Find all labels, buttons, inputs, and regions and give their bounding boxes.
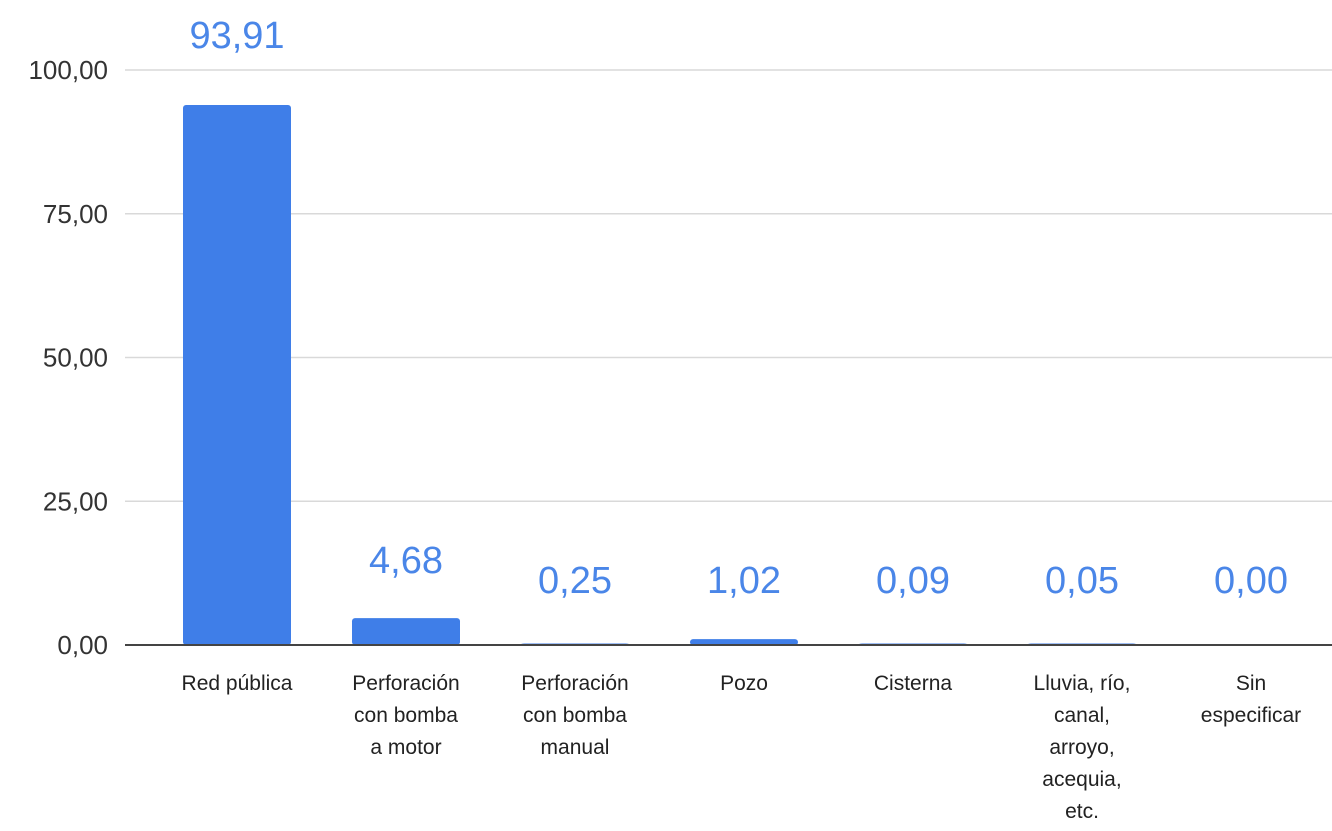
data-label: 4,68 <box>369 540 443 582</box>
y-tick-label: 50,00 <box>43 343 108 373</box>
category-label: Red pública <box>182 672 293 695</box>
category-label-line: arroyo, <box>1049 736 1114 759</box>
y-tick-label: 100,00 <box>28 55 108 85</box>
y-tick-label: 0,00 <box>57 630 108 660</box>
category-label-line: etc. <box>1065 800 1099 823</box>
category-label-line: canal, <box>1054 704 1110 727</box>
category-labels: Red pública Perforación con bomba a motorPe… <box>182 672 1302 823</box>
category-label-line: con bomba <box>354 704 458 727</box>
category-label: Pozo <box>720 672 768 695</box>
category-label-line: Perforación <box>521 672 628 695</box>
bar <box>183 105 291 645</box>
category-label-line: a motor <box>370 736 441 759</box>
category-label: Lluvia, río, canal, arroyo, acequia, etc. <box>1034 672 1131 823</box>
bars <box>183 105 1136 645</box>
bar <box>352 618 460 645</box>
category-label-line: acequia, <box>1042 768 1121 791</box>
category-label-line: con bomba <box>523 704 627 727</box>
bar <box>690 639 798 645</box>
y-tick-labels: 0,00 25,00 50,00 75,00 100,00 <box>28 55 108 660</box>
category-label-line: Lluvia, río, <box>1034 672 1131 695</box>
data-label: 0,00 <box>1214 560 1288 602</box>
y-tick-label: 75,00 <box>43 199 108 229</box>
data-label: 0,25 <box>538 560 612 602</box>
data-label: 93,91 <box>189 15 284 57</box>
category-label-line: Red pública <box>182 672 293 695</box>
category-label: Sin especificar <box>1201 672 1301 727</box>
y-tick-label: 25,00 <box>43 486 108 516</box>
category-label-line: especificar <box>1201 704 1301 727</box>
category-label: Perforación con bomba a motor <box>352 672 459 759</box>
category-label-line: Pozo <box>720 672 768 695</box>
category-label-line: Sin <box>1236 672 1266 695</box>
category-label-line: manual <box>541 736 610 759</box>
data-labels: 93,91 4,68 0,25 1,02 0,09 0,05 0,00 <box>189 15 1288 602</box>
category-label-line: Cisterna <box>874 672 953 695</box>
category-label: Perforación con bomba manual <box>521 672 628 759</box>
data-label: 1,02 <box>707 560 781 602</box>
gridlines <box>125 69 1332 502</box>
data-label: 0,09 <box>876 560 950 602</box>
data-label: 0,05 <box>1045 560 1119 602</box>
category-label-line: Perforación <box>352 672 459 695</box>
category-label: Cisterna <box>874 672 953 695</box>
